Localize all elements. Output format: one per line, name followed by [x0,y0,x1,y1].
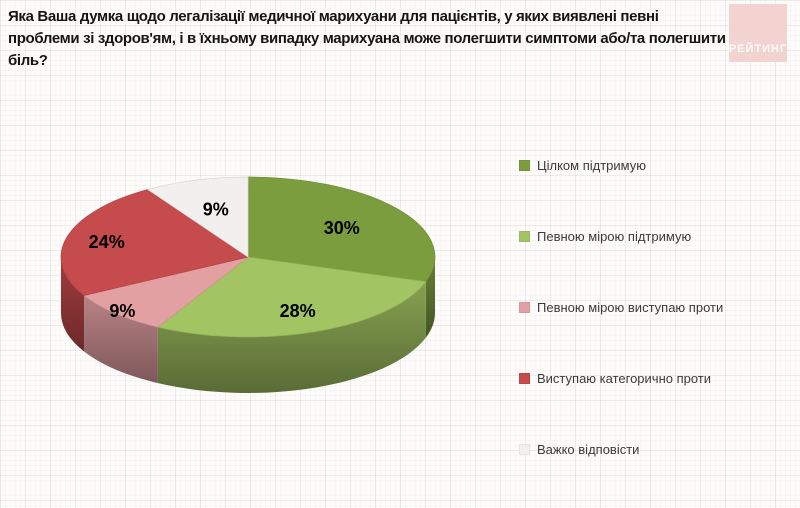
legend-label: Важко відповісти [537,442,640,457]
legend-label: Певною мірою виступаю проти [537,300,724,315]
legend-swatch [519,160,530,171]
legend-label: Цілком підтримую [537,158,646,173]
pie-chart-area: 30% 28% 9% 24% 9% [30,150,470,420]
pie-chart: 30% 28% 9% 24% 9% [60,176,436,393]
pie-slice-label: 30% [324,218,360,238]
pie-slice-side [157,281,426,393]
pie-slice [157,256,427,338]
pie-slice [83,256,249,328]
legend-item: Певною мірою підтримую [519,201,789,272]
pie-slice-label: 9% [203,200,229,220]
legend-item: Важко відповісти [519,414,789,485]
rating-logo: РЕЙТИНГ [729,4,787,62]
legend-label: Виступаю категорично проти [537,371,712,386]
pie-slice-label: 9% [109,301,135,321]
chart-legend: Цілком підтримую Певною мірою підтримую Пе… [519,130,789,485]
survey-question: Яка Ваша думка щодо легалізації медичної… [8,8,726,69]
legend-item: Певною мірою виступаю проти [519,272,789,343]
legend-item: Виступаю категорично проти [519,343,789,414]
legend-swatch [519,231,530,242]
pie-slice-side [84,295,158,384]
legend-swatch [519,302,530,313]
legend-swatch [519,444,530,455]
pie-slice [247,176,436,283]
pie-slice [60,189,249,296]
pie-slice [146,176,249,258]
rating-logo-text: РЕЙТИНГ [728,43,788,55]
legend-item: Цілком підтримую [519,130,789,201]
pie-slice-label: 28% [280,301,316,321]
pie-slice-side [425,257,435,338]
legend-label: Певною мірою підтримую [537,229,692,244]
pie-slice-label: 24% [89,232,125,252]
pie-slice-side [61,257,85,352]
legend-swatch [519,373,530,384]
